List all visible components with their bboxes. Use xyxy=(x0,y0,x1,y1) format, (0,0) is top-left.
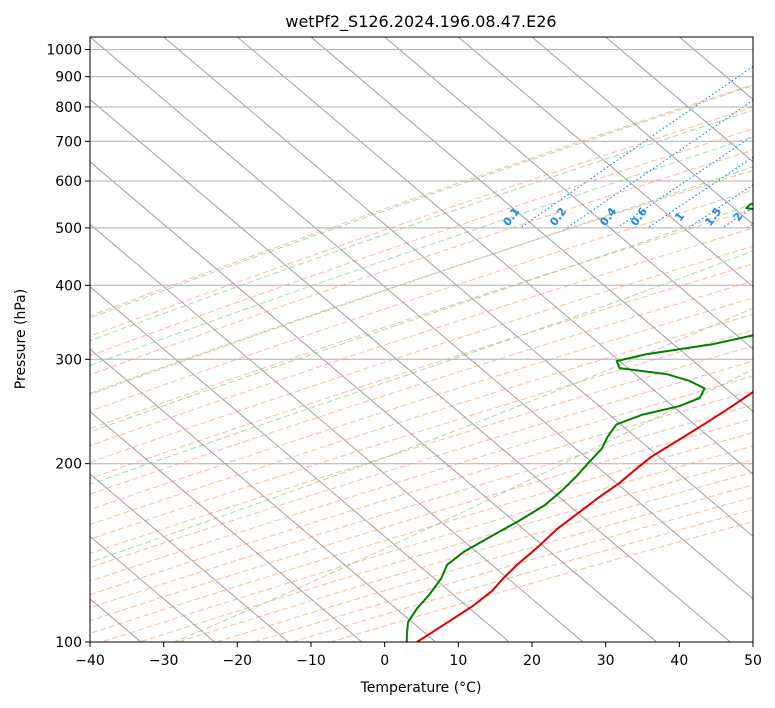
dry-adiabat-line xyxy=(90,360,753,569)
dry-adiabat-line xyxy=(90,189,753,412)
isotherm-line xyxy=(236,37,753,475)
isotherm-line xyxy=(310,37,753,413)
y-tick-label: 1000 xyxy=(46,43,82,59)
x-axis-label: Temperature (°C) xyxy=(360,680,482,696)
isotherm-line xyxy=(90,473,289,642)
x-tick-label: −10 xyxy=(296,653,326,669)
isotherm-line xyxy=(384,37,753,350)
dry-adiabat-line xyxy=(90,345,753,554)
isotherm-line xyxy=(90,348,436,642)
dry-adiabat-line xyxy=(90,297,753,511)
isotherm-line xyxy=(531,37,753,225)
x-axis-ticks: −40 −30 −20 −10 0 10 20 30 40 50 xyxy=(75,642,762,669)
y-tick-label: 400 xyxy=(55,278,82,294)
isotherm-line xyxy=(90,37,753,600)
chart-title: wetPf2_S126.2024.196.08.47.E26 xyxy=(285,12,556,32)
isotherm-line xyxy=(90,410,363,642)
dry-adiabat-line xyxy=(90,263,753,479)
dry-adiabat-line xyxy=(90,208,753,430)
dry-adiabat-line xyxy=(90,390,753,596)
moist-adiabat-line xyxy=(90,85,753,319)
x-tick-label: −20 xyxy=(223,653,253,669)
dry-adiabat-line xyxy=(90,227,753,447)
background-lines xyxy=(90,37,753,642)
temperature-profile-line xyxy=(416,390,753,642)
y-tick-label: 700 xyxy=(55,134,82,150)
x-tick-label: 10 xyxy=(449,653,467,669)
isotherm-line xyxy=(90,161,657,642)
y-tick-label: 900 xyxy=(55,70,82,86)
x-tick-label: −30 xyxy=(149,653,179,669)
moist-adiabat-line xyxy=(174,368,753,642)
isotherm-line xyxy=(605,37,753,163)
isotherm-line xyxy=(457,37,753,288)
isotherm-line xyxy=(90,98,731,642)
x-tick-label: 0 xyxy=(380,653,389,669)
x-tick-label: 40 xyxy=(670,653,688,669)
isotherm-line xyxy=(163,37,753,538)
x-tick-label: 50 xyxy=(744,653,762,669)
mixing-ratio-line xyxy=(616,135,753,229)
dry-adiabat-line xyxy=(90,128,753,357)
y-axis-ticks: 100 200 300 400 500 600 700 800 900 1000 xyxy=(46,43,90,651)
y-tick-label: 600 xyxy=(55,174,82,190)
dry-adiabat-line xyxy=(90,313,753,526)
moist-adiabat-line xyxy=(90,203,753,433)
y-tick-label: 800 xyxy=(55,100,82,116)
y-tick-label: 100 xyxy=(55,635,82,651)
x-tick-label: −40 xyxy=(75,653,105,669)
x-tick-label: 30 xyxy=(597,653,615,669)
y-tick-label: 500 xyxy=(55,221,82,237)
isotherm-line xyxy=(90,223,584,642)
profile-series xyxy=(405,202,753,642)
isotherm-line xyxy=(90,535,215,642)
y-tick-label: 300 xyxy=(55,352,82,368)
y-tick-label: 200 xyxy=(55,457,82,473)
y-axis-label: Pressure (hPa) xyxy=(13,289,29,389)
dry-adiabat-line xyxy=(90,106,753,337)
dewpoint-profile-line xyxy=(405,202,753,642)
plot-frame xyxy=(89,36,754,643)
x-tick-label: 20 xyxy=(523,653,541,669)
moist-adiabat-line xyxy=(90,109,753,342)
isotherm-line xyxy=(90,286,510,642)
